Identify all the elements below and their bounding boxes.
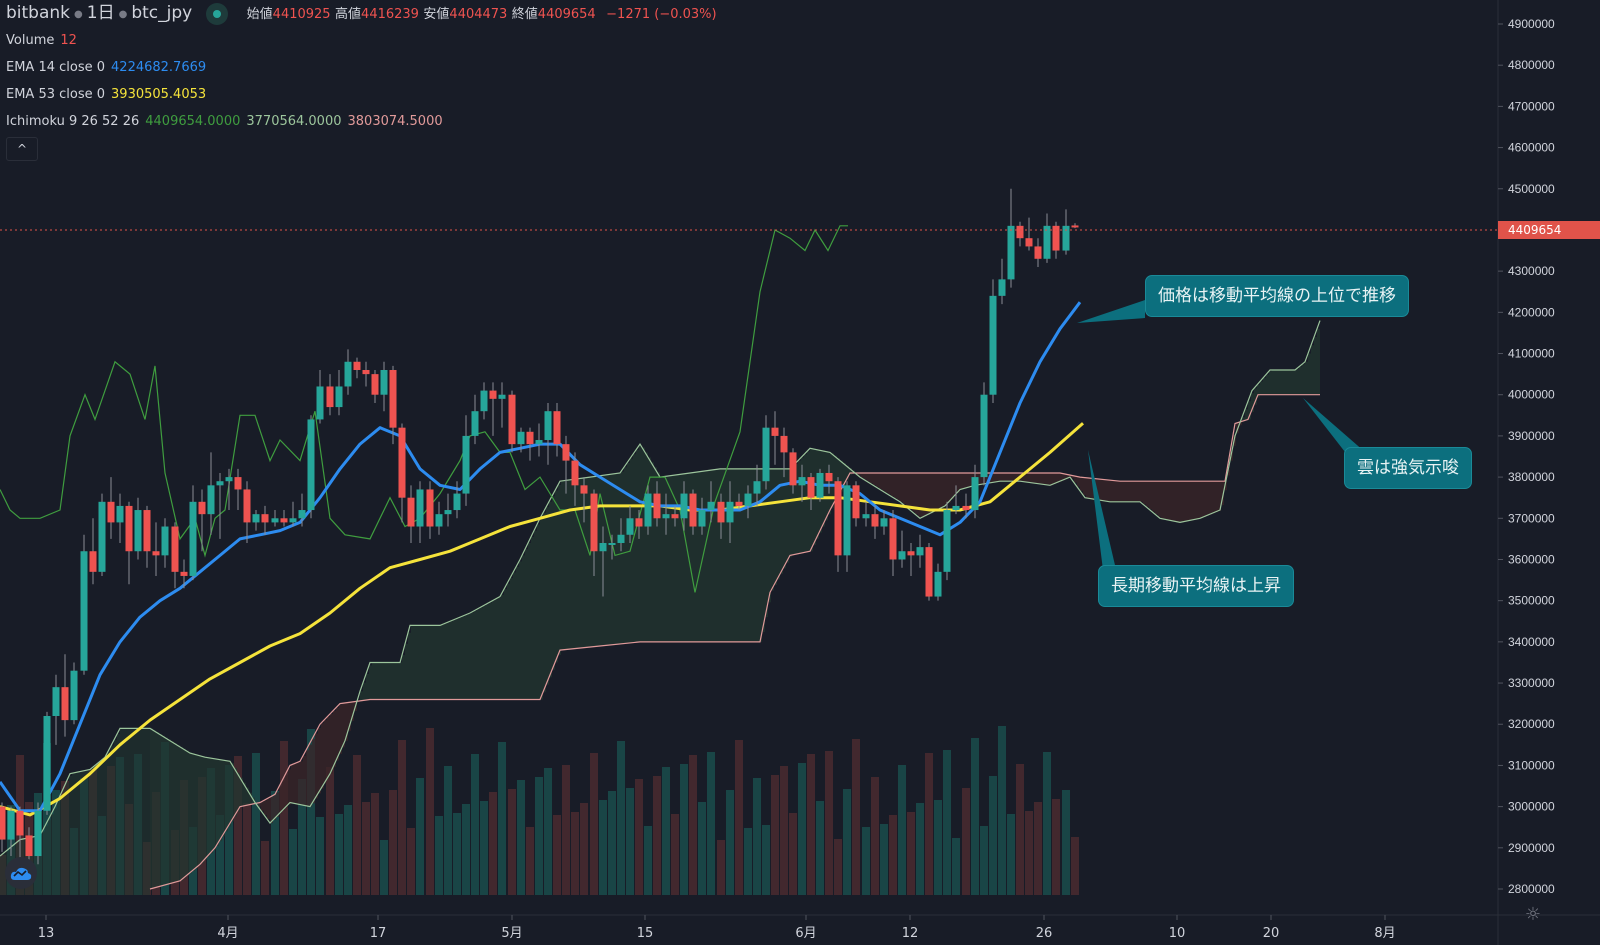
legend-header: bitbank ● 1日 ● btc_jpy 始値4410925 高値4416239 安… — [6, 3, 717, 25]
annotation-cloud-bullish[interactable]: 雲は強気示唆 — [1344, 447, 1472, 489]
svg-text:3900000: 3900000 — [1508, 429, 1555, 443]
settings-gear-icon[interactable]: ☼ — [1524, 904, 1542, 925]
callout-tail-2 — [1303, 398, 1365, 452]
svg-text:2900000: 2900000 — [1508, 841, 1555, 855]
svg-text:3300000: 3300000 — [1508, 676, 1555, 690]
svg-text:20: 20 — [1263, 926, 1280, 941]
chart-legend: bitbank ● 1日 ● btc_jpy 始値4410925 高値4416239 安… — [6, 0, 717, 162]
svg-text:17: 17 — [370, 926, 387, 941]
svg-text:4000000: 4000000 — [1508, 388, 1555, 402]
svg-text:3500000: 3500000 — [1508, 594, 1555, 608]
svg-text:4500000: 4500000 — [1508, 182, 1555, 196]
exchange-name[interactable]: bitbank — [6, 3, 71, 23]
svg-text:3100000: 3100000 — [1508, 758, 1555, 772]
svg-text:4900000: 4900000 — [1508, 17, 1555, 31]
ichimoku-senkou-value: 3803074.5000 — [347, 114, 443, 129]
svg-text:4200000: 4200000 — [1508, 305, 1555, 319]
ichimoku-label: Ichimoku 9 26 52 26 — [6, 114, 140, 129]
interval-label[interactable]: 1日 — [86, 3, 115, 23]
candlesticks — [0, 188, 1079, 869]
legend-ema53[interactable]: EMA 53 close 0 3930505.4053 — [6, 81, 717, 108]
annotation-price-above-ma[interactable]: 価格は移動平均線の上位で推移 — [1145, 275, 1409, 317]
symbol-label[interactable]: btc_jpy — [131, 3, 193, 23]
svg-text:2800000: 2800000 — [1508, 882, 1555, 896]
svg-text:8月: 8月 — [1374, 926, 1395, 941]
svg-text:10: 10 — [1169, 926, 1186, 941]
legend-ichimoku[interactable]: Ichimoku 9 26 52 26 4409654.0000 3770564.0… — [6, 108, 717, 135]
low-value: 4404473 — [449, 7, 508, 22]
svg-text:4300000: 4300000 — [1508, 264, 1555, 278]
svg-text:26: 26 — [1036, 926, 1053, 941]
annotation-long-ma-rising[interactable]: 長期移動平均線は上昇 — [1098, 565, 1294, 607]
legend-volume[interactable]: Volume 12 — [6, 27, 717, 54]
svg-text:13: 13 — [38, 926, 55, 941]
low-label: 安値 — [423, 7, 450, 22]
open-value: 4410925 — [272, 7, 331, 22]
current-price-tag: 4409654 — [1498, 221, 1600, 239]
time-axis: 13 4月 17 5月 15 6月 12 26 10 20 8月 — [38, 915, 1396, 941]
svg-text:4100000: 4100000 — [1508, 347, 1555, 361]
svg-text:4月: 4月 — [217, 926, 238, 941]
volume-label: Volume — [6, 33, 55, 48]
change-value: −1271 (−0.03%) — [606, 7, 717, 22]
volume-value: 12 — [60, 33, 77, 48]
svg-text:15: 15 — [637, 926, 654, 941]
callout-tail-1 — [1077, 300, 1145, 323]
market-status-icon — [206, 3, 229, 25]
legend-ema14[interactable]: EMA 14 close 0 4224682.7669 — [6, 54, 717, 81]
svg-text:3200000: 3200000 — [1508, 717, 1555, 731]
price-axis: 4900000 4800000 4700000 4600000 4500000 43000… — [1498, 17, 1555, 896]
close-label: 終値 — [511, 7, 538, 22]
svg-text:5月: 5月 — [501, 926, 522, 941]
high-value: 4416239 — [361, 7, 419, 22]
ema53-label: EMA 53 close 0 — [6, 87, 106, 102]
ema14-label: EMA 14 close 0 — [6, 60, 106, 75]
high-label: 高値 — [335, 7, 362, 22]
ema53-value: 3930505.4053 — [111, 87, 207, 102]
svg-text:12: 12 — [902, 926, 919, 941]
svg-text:4600000: 4600000 — [1508, 141, 1555, 155]
svg-text:3400000: 3400000 — [1508, 635, 1555, 649]
svg-text:3600000: 3600000 — [1508, 552, 1555, 566]
close-value: 4409654 — [537, 7, 596, 22]
svg-text:3000000: 3000000 — [1508, 800, 1555, 814]
ema14-value: 4224682.7669 — [111, 60, 207, 75]
svg-text:6月: 6月 — [795, 926, 816, 941]
svg-text:3700000: 3700000 — [1508, 511, 1555, 525]
open-label: 始値 — [246, 7, 273, 22]
collapse-legend-button[interactable]: ^ — [6, 137, 38, 161]
svg-text:3800000: 3800000 — [1508, 470, 1555, 484]
ichimoku-tenkan-value: 4409654.0000 — [145, 114, 241, 129]
callout-tail-3 — [1088, 450, 1118, 578]
cloud-logo-icon — [10, 867, 32, 880]
svg-text:4800000: 4800000 — [1508, 58, 1555, 72]
svg-text:4700000: 4700000 — [1508, 99, 1555, 113]
tradingview-logo[interactable] — [5, 857, 37, 889]
ichimoku-kijun-value: 3770564.0000 — [246, 114, 342, 129]
